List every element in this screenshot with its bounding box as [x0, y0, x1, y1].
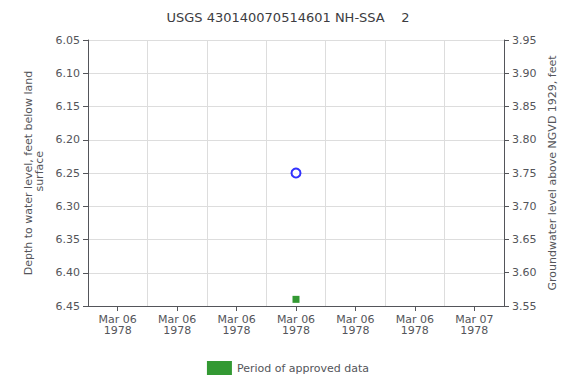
svg-text:Mar 06: Mar 06 [276, 313, 316, 326]
svg-text:Mar 06: Mar 06 [158, 313, 197, 326]
svg-text:6.35: 6.35 [56, 233, 81, 246]
svg-text:1978: 1978 [282, 324, 310, 337]
svg-text:USGS 430140070514601 NH-SSA: USGS 430140070514601 NH-SSA 2 [166, 10, 409, 25]
svg-text:1978: 1978 [460, 324, 488, 337]
svg-text:Period of approved data: Period of approved data [237, 362, 369, 375]
svg-text:Mar 06: Mar 06 [98, 313, 137, 326]
svg-text:Depth to water level, feet bel: Depth to water level, feet below land [21, 70, 35, 276]
svg-text:6.20: 6.20 [56, 133, 81, 146]
svg-text:Mar 06: Mar 06 [395, 313, 434, 326]
svg-text:3.70: 3.70 [512, 200, 537, 213]
svg-text:3.80: 3.80 [512, 133, 537, 146]
svg-text:3.90: 3.90 [512, 67, 537, 80]
svg-text:6.25: 6.25 [56, 167, 81, 180]
svg-text:6.40: 6.40 [56, 266, 81, 279]
svg-text:1978: 1978 [223, 324, 251, 337]
svg-text:6.10: 6.10 [56, 67, 81, 80]
svg-text:Mar 06: Mar 06 [217, 313, 256, 326]
svg-text:1978: 1978 [401, 324, 429, 337]
svg-text:6.45: 6.45 [56, 300, 81, 313]
svg-text:6.15: 6.15 [56, 100, 81, 113]
svg-text:3.95: 3.95 [512, 34, 537, 47]
svg-text:3.60: 3.60 [512, 266, 537, 279]
svg-text:3.65: 3.65 [512, 233, 537, 246]
svg-text:6.05: 6.05 [56, 34, 81, 47]
svg-text:1978: 1978 [341, 324, 369, 337]
svg-text:1978: 1978 [104, 324, 132, 337]
svg-text:Groundwater level above NGVD 1: Groundwater level above NGVD 1929, feet [546, 55, 559, 291]
svg-text:Mar 06: Mar 06 [336, 313, 375, 326]
svg-text:1978: 1978 [163, 324, 191, 337]
svg-text:6.30: 6.30 [56, 200, 81, 213]
svg-text:3.85: 3.85 [512, 100, 537, 113]
svg-text:3.75: 3.75 [512, 167, 537, 180]
svg-text:surface: surface [33, 151, 46, 195]
svg-text:Mar 07: Mar 07 [455, 313, 494, 326]
svg-text:3.55: 3.55 [512, 300, 537, 313]
